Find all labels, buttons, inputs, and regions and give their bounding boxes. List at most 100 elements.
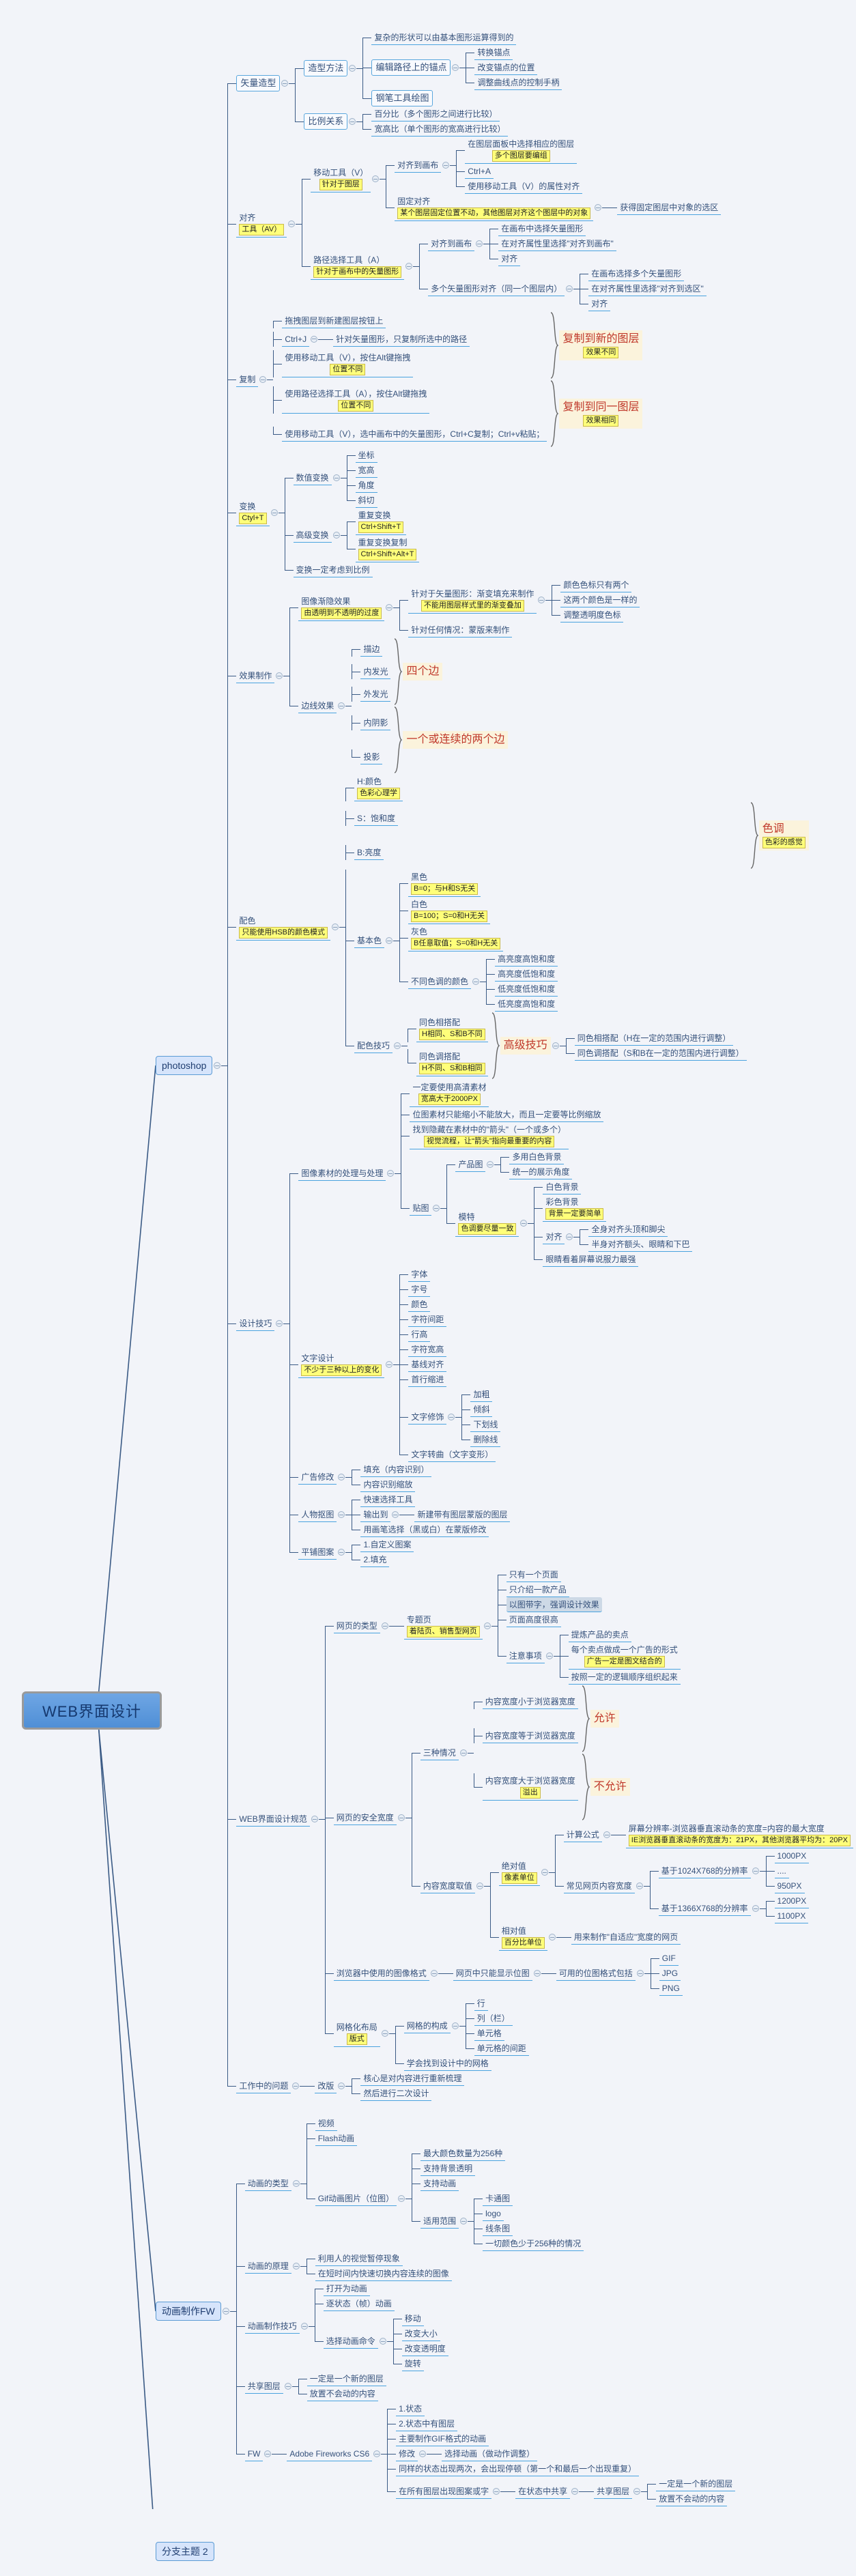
collapse-toggle[interactable] (394, 1042, 401, 1049)
node-label[interactable]: 边线效果 (298, 698, 337, 713)
mindmap-node[interactable]: 一定要使用高清素材 宽高大于2000PX (410, 1080, 692, 1107)
node-label[interactable]: 动画制作技巧 (244, 2319, 300, 2334)
mindmap-node[interactable]: 主要制作GIF格式的动画 (396, 2431, 735, 2446)
node-label[interactable]: 贴图 (410, 1201, 432, 1216)
mindmap-node[interactable]: 绝对值 像素单位 计算公式 屏幕分辨率-浏览器垂直滚动条的宽度=内容的最大宽度 IE浏览… (498, 1821, 854, 1923)
mindmap-node[interactable]: 广告修改 填充（内容识别） 内容识别缩放 (298, 1462, 692, 1492)
node-label[interactable]: 角度 (355, 478, 377, 493)
mindmap-node[interactable]: 低亮度低饱和度 (495, 982, 558, 997)
node-label[interactable]: 调整曲线点的控制手柄 (474, 75, 562, 90)
collapse-toggle[interactable] (452, 64, 459, 71)
mindmap-node[interactable]: Ctrl+J 针对矢量图形，只复制所选中的路径 (282, 332, 547, 347)
node-label[interactable]: 在图层面板中选择相应的图层 多个图层要编组 (465, 137, 577, 164)
node-label[interactable]: 单元格 (474, 2026, 504, 2041)
mindmap-node[interactable]: 复制 拖拽图层到新建图层按钮上 Ctrl+J 针对矢量图形，只复制所选中的路径 使用移动… (236, 311, 853, 448)
mindmap-node[interactable]: 基线对齐 (408, 1357, 500, 1372)
mindmap-node[interactable]: 工作中的问题 改版 核心是对内容进行重新梳理 然后进行二次设计 (236, 2071, 853, 2101)
node-label[interactable]: 统一的展示角度 (509, 1164, 573, 1179)
mindmap-node[interactable]: 放置不会动的内容 (656, 2491, 735, 2506)
node-label[interactable]: 在所有图层出现图案或字 (396, 2484, 492, 2499)
node-label[interactable]: 配色 只能使用HSB的颜色模式 (236, 913, 331, 941)
node-label[interactable]: 彩色背景 背景一定要简单 (543, 1194, 607, 1222)
node-label[interactable]: 核心是对内容进行重新梳理 (360, 2071, 465, 2086)
mindmap-node[interactable]: 基本色 黑色 B=0；与H和S无关 白色 B=100；S=0和H无关 灰色 B任意取值；S=… (354, 870, 747, 1012)
mindmap-node[interactable]: 使用移动工具（V）的属性对齐 (465, 179, 583, 194)
node-label[interactable]: 工作中的问题 (236, 2078, 291, 2093)
node-label[interactable]: 描边 (360, 642, 383, 657)
mindmap-node[interactable]: 在图层面板中选择相应的图层 多个图层要编组 (465, 137, 582, 164)
mindmap-node[interactable]: 倾斜 (470, 1402, 500, 1417)
node-label[interactable]: 字体 (408, 1267, 431, 1282)
collapse-toggle[interactable] (433, 1205, 440, 1212)
mindmap-node[interactable]: 网格的构成 行列（栏） 单元格 单元格的间距 (403, 1996, 529, 2056)
mindmap-node[interactable]: 文字设计 不少于三种以上的变化 字体 字号 颜色 字符间距 行高 字符宽高 基线对齐 首行缩进 文字… (298, 1267, 692, 1462)
mindmap-node[interactable]: 调整透明度色标 (560, 607, 640, 622)
mindmap-node[interactable]: 外发光 (360, 687, 391, 702)
node-label[interactable]: 文字修饰 (408, 1409, 447, 1425)
node-label[interactable]: 矢量造型 (236, 75, 281, 91)
mindmap-node[interactable]: 编辑路径上的锚点 转换锚点 改变锚点的位置 调整曲线点的控制手柄 (371, 45, 562, 90)
collapse-toggle[interactable] (459, 1749, 467, 1756)
collapse-toggle[interactable] (276, 1320, 283, 1327)
mindmap-node[interactable]: 字符间距 (408, 1312, 500, 1327)
node-label[interactable]: 放置不会动的内容 (306, 2386, 378, 2401)
mindmap-node[interactable]: 复杂的形状可以由基本图形运算得到的 (371, 30, 562, 45)
node-label[interactable]: 支持背景透明 (420, 2161, 476, 2176)
mindmap-node[interactable]: GIF (659, 1951, 683, 1966)
node-label[interactable]: 比例关系 (304, 113, 348, 130)
collapse-toggle[interactable] (332, 532, 340, 539)
mindmap-node[interactable]: 然后进行二次设计 (360, 2086, 464, 2101)
node-label[interactable]: 设计技巧 (236, 1316, 275, 1331)
collapse-toggle[interactable] (214, 1062, 221, 1069)
node-label[interactable]: 逐状态（帧）动画 (323, 2296, 395, 2311)
mindmap-node[interactable]: 固定对齐 某个图层固定位置不动，其他图层对齐这个图层中的对象 获得固定图层中对象的选… (395, 194, 722, 221)
mindmap-node[interactable]: 变换一定考虑到比例 (293, 562, 420, 577)
mindmap-node[interactable]: 修改 选择动画（做动作调整） (396, 2446, 735, 2461)
collapse-toggle[interactable] (548, 1934, 556, 1941)
mindmap-node[interactable]: 内发光 (360, 664, 391, 679)
node-label[interactable]: 页面高度很高 (506, 1612, 561, 1627)
node-label[interactable]: Flash动画 (315, 2131, 358, 2146)
mindmap-node[interactable]: 动画的类型 视频 Flash动画 Gif动画图片（位图） 最大颜色数量为256种 支持背景… (244, 2116, 735, 2251)
mindmap-node[interactable]: 共享图层 一定是一个新的图层 放置不会动的内容 (244, 2371, 735, 2401)
collapse-toggle[interactable] (442, 162, 450, 169)
mindmap-node[interactable]: 浏览器中使用的图像格式 网页中只能显示位图 可用的位图格式包括 GIF JPG PNG (333, 1951, 853, 1996)
node-label[interactable]: 1.自定义图案 (360, 1537, 414, 1552)
collapse-toggle[interactable] (338, 1474, 345, 1480)
node-label[interactable]: 只有一个页面 (506, 1567, 561, 1582)
mindmap-node[interactable]: 角度 (355, 478, 377, 493)
collapse-toggle[interactable] (487, 1161, 494, 1168)
node-label[interactable]: 用来制作"自适应"宽度的网页 (571, 1930, 681, 1945)
mindmap-node[interactable]: 适用范围 卡通图 logo 线条图 一切颜色少于256种的情况 (420, 2191, 584, 2251)
mindmap-node[interactable]: 贴图 产品图 多用白色背景 统一的展示角度 模特 色调要尽量一致 白色背景 彩色背景 背景一定要… (410, 1149, 693, 1267)
mindmap-node[interactable]: 旋转 (401, 2356, 448, 2371)
node-label[interactable]: 学会找到设计中的网格 (403, 2056, 491, 2071)
collapse-toggle[interactable] (386, 1361, 393, 1368)
node-label[interactable]: 重复变换复制 Ctrl+Shift+Alt+T (355, 535, 420, 562)
mindmap-node[interactable]: 选择动画命令 移动 改变大小 改变透明度 旋转 (323, 2311, 448, 2371)
node-label[interactable]: 投影 (360, 749, 383, 764)
mindmap-node[interactable]: 对齐到画布 在画布中选择矢量图形 在对齐属性里选择"对齐到画布" 对齐 (428, 221, 707, 266)
mindmap-node[interactable]: 一个或连续的两个边 (403, 731, 509, 749)
mindmap-node[interactable]: 灰色 B任意取值；S=0和H无关 (408, 924, 558, 951)
node-label[interactable]: Adobe Fireworks CS6 (287, 2446, 373, 2461)
node-label[interactable]: 只介绍一款产品 (506, 1582, 569, 1597)
mindmap-node[interactable]: 高级变换 重复变换 Ctrl+Shift+T 重复变换复制 Ctrl+Shift+Alt… (293, 508, 420, 562)
mindmap-node[interactable]: 页面高度很高 (506, 1612, 681, 1627)
node-label[interactable]: 2.状态中有图层 (396, 2416, 458, 2431)
mindmap-node[interactable]: 重复变换复制 Ctrl+Shift+Alt+T (355, 535, 420, 562)
node-label[interactable]: 网格的构成 (403, 2018, 451, 2033)
node-label[interactable]: 提炼产品的卖点 (568, 1627, 631, 1642)
node-label[interactable]: Ctrl+J (282, 332, 310, 347)
mindmap-node[interactable]: 改版 核心是对内容进行重新梳理 然后进行二次设计 (315, 2071, 465, 2101)
node-label[interactable]: 对齐 (588, 296, 611, 311)
node-label[interactable]: 色调 色彩的感觉 (758, 820, 809, 850)
mindmap-node[interactable]: 相对值 百分比单位 用来制作"自适应"宽度的网页 (498, 1923, 853, 1951)
mindmap-node[interactable]: 内阴影 (360, 715, 391, 730)
mindmap-node[interactable]: 复制到新的图层 效果不同 (559, 330, 643, 360)
node-label[interactable]: 造型方法 (304, 60, 348, 76)
node-label[interactable]: 在状态中共享 (515, 2484, 571, 2499)
node-label[interactable]: 复杂的形状可以由基本图形运算得到的 (371, 30, 517, 45)
mindmap-node[interactable]: 黑色 B=0；与H和S无关 (408, 870, 558, 897)
collapse-toggle[interactable] (381, 2030, 388, 2037)
